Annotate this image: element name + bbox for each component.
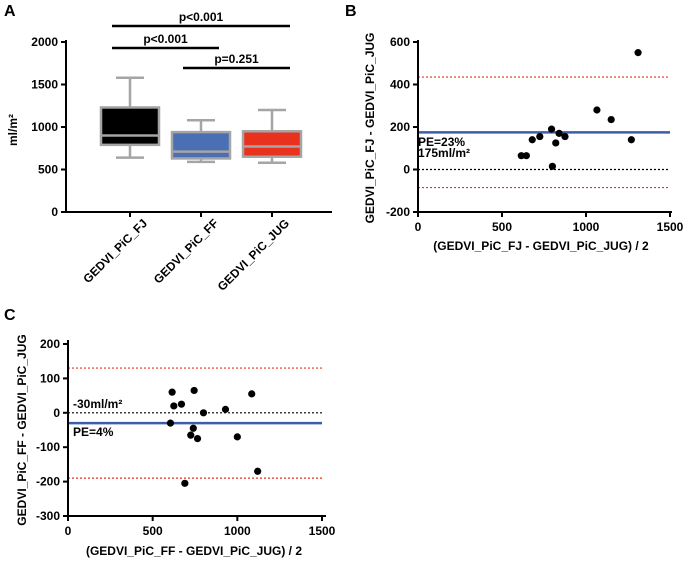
x-tick-label: 0 — [415, 220, 422, 234]
category-label: GEDVI_PiC_JUG — [215, 216, 292, 293]
y-tick-label: 200 — [40, 337, 60, 351]
x-tick-label: 1500 — [657, 220, 684, 234]
x-axis-title-b: (GEDVI_PiC_FJ - GEDVI_PiC_JUG) / 2 — [433, 239, 649, 253]
p-value-label: p=0.251 — [214, 52, 259, 66]
x-tick-label: 1000 — [224, 524, 251, 538]
y-tick-label: 600 — [390, 35, 410, 49]
y-tick-label: 100 — [40, 371, 60, 385]
x-tick-label: 1500 — [309, 524, 336, 538]
data-point — [536, 132, 544, 141]
box-iqr — [170, 130, 232, 160]
y-tick-label-a: 1500 — [31, 78, 58, 92]
category-label: GEDVI_PiC_FF — [151, 216, 221, 286]
x-axis-title-c: (GEDVI_PiC_FF - GEDVI_PiC_JUG) / 2 — [86, 544, 302, 558]
y-axis-title-a: ml/m² — [6, 114, 20, 146]
box-plot-panel: 0 500 1000 1500 2000 ml/m² p<0.001 p<0.001 p=0… — [6, 10, 332, 294]
box-gedvi-pic-ff — [170, 118, 232, 164]
data-point — [254, 467, 262, 475]
y-tick-label: -200 — [36, 475, 60, 489]
data-point — [593, 106, 601, 114]
box-iqr — [241, 130, 303, 158]
data-point — [168, 388, 176, 396]
y-tick-label-a: 2000 — [31, 35, 58, 49]
data-point — [190, 386, 198, 395]
data-point — [547, 125, 556, 133]
data-point — [177, 400, 186, 408]
y-tick-label: 0 — [53, 406, 60, 420]
data-point — [552, 139, 560, 147]
mean-label-b: 175ml/m² — [418, 146, 470, 160]
data-point — [170, 402, 178, 410]
y-tick-label: -100 — [36, 440, 60, 454]
x-tick-label: 1000 — [573, 220, 600, 234]
x-tick-label: 500 — [143, 524, 163, 538]
data-point — [555, 129, 563, 137]
data-point — [189, 424, 197, 432]
p-value-label: p<0.001 — [179, 10, 224, 24]
mean-label-c: -30ml/m² — [73, 397, 122, 411]
data-point — [548, 162, 557, 170]
y-tick-label-a: 0 — [51, 205, 58, 219]
y-tick-label: 200 — [390, 120, 410, 134]
y-tick-label-a: 1000 — [31, 120, 58, 134]
bland-altman-panel-b: -200 0 200 400 600 0 500 1000 1500 175ml/m² PE=2… — [363, 33, 684, 253]
panel-label-b: B — [345, 3, 357, 20]
data-point — [181, 479, 189, 487]
panel-label-a: A — [4, 3, 16, 20]
category-label: GEDVI_PiC_FJ — [80, 216, 150, 286]
data-point — [522, 152, 530, 160]
pe-label-b: PE=23% — [418, 135, 465, 149]
data-point — [166, 419, 175, 427]
y-tick-label: -200 — [386, 205, 410, 219]
y-tick-label: 400 — [390, 78, 410, 92]
box-gedvi-pic-jug — [241, 108, 303, 164]
data-point — [561, 132, 569, 141]
data-point — [607, 115, 615, 124]
x-tick-label: 500 — [492, 220, 512, 234]
data-point — [528, 136, 536, 144]
bland-altman-panel-c: -300 -200 -100 0 100 200 0 500 1000 1500 -30ml/m²… — [15, 334, 336, 558]
y-tick-label: 0 — [403, 163, 410, 177]
data-point — [634, 49, 642, 57]
data-point — [193, 435, 202, 443]
y-axis-title-b: GEDVI_PiC_FJ - GEDVI_PiC_JUG — [363, 33, 377, 224]
data-point — [221, 405, 230, 413]
y-tick-label-a: 500 — [38, 163, 58, 177]
data-point — [248, 390, 256, 398]
data-point — [199, 409, 208, 417]
x-tick-label: 0 — [65, 524, 72, 538]
data-point — [187, 431, 195, 439]
box-iqr — [99, 106, 161, 147]
panel-label-c: C — [4, 307, 16, 324]
data-point — [233, 433, 241, 441]
data-point — [627, 136, 635, 144]
pe-label-c: PE=4% — [73, 425, 114, 439]
p-value-label: p<0.001 — [143, 32, 188, 46]
y-tick-label: -300 — [36, 509, 60, 523]
box-gedvi-pic-fj — [99, 76, 161, 159]
y-axis-title-c: GEDVI_PiC_FF - GEDVI_PiC_JUG — [15, 334, 29, 525]
data-point — [517, 152, 525, 160]
